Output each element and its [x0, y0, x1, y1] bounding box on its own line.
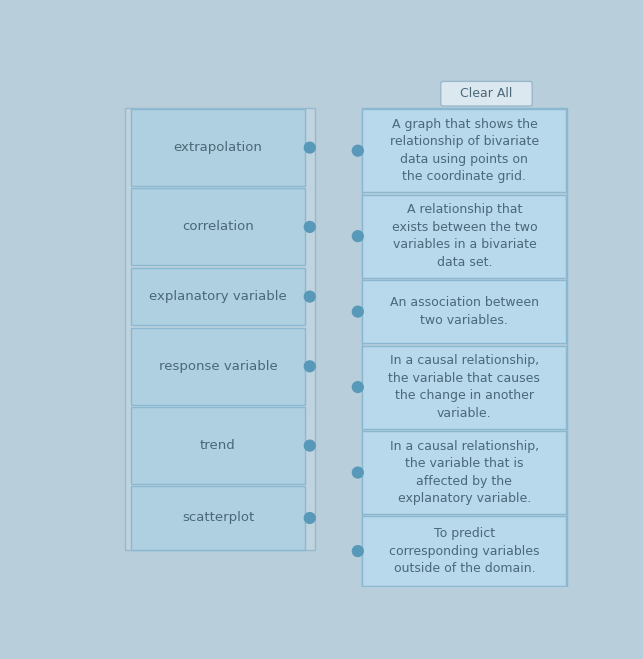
Bar: [363, 280, 566, 343]
Circle shape: [352, 467, 363, 478]
Bar: [363, 517, 566, 586]
Circle shape: [352, 145, 363, 156]
Text: correlation: correlation: [182, 220, 254, 233]
Bar: [363, 345, 566, 428]
Bar: [363, 109, 566, 192]
Text: trend: trend: [200, 439, 236, 452]
Text: Clear All: Clear All: [460, 87, 512, 100]
Bar: [131, 109, 305, 186]
Bar: [362, 108, 567, 587]
Circle shape: [304, 142, 315, 153]
Circle shape: [352, 306, 363, 317]
Text: To predict
corresponding variables
outside of the domain.: To predict corresponding variables outsi…: [389, 527, 539, 575]
Circle shape: [304, 440, 315, 451]
Text: A relationship that
exists between the two
variables in a bivariate
data set.: A relationship that exists between the t…: [392, 204, 537, 269]
Text: response variable: response variable: [159, 360, 277, 373]
Text: In a causal relationship,
the variable that is
affected by the
explanatory varia: In a causal relationship, the variable t…: [390, 440, 539, 505]
FancyBboxPatch shape: [440, 82, 532, 106]
Bar: [363, 431, 566, 514]
Bar: [131, 486, 305, 550]
Circle shape: [304, 513, 315, 523]
Text: In a causal relationship,
the variable that causes
the change in another
variabl: In a causal relationship, the variable t…: [388, 355, 540, 420]
Circle shape: [304, 291, 315, 302]
Bar: [131, 328, 305, 405]
Circle shape: [352, 382, 363, 393]
Circle shape: [304, 221, 315, 233]
Bar: [363, 194, 566, 277]
Bar: [131, 268, 305, 326]
Bar: [125, 108, 315, 550]
Text: scatterplot: scatterplot: [182, 511, 254, 525]
Circle shape: [304, 361, 315, 372]
Bar: [131, 407, 305, 484]
Circle shape: [352, 546, 363, 556]
Text: explanatory variable: explanatory variable: [149, 290, 287, 303]
Bar: [131, 188, 305, 266]
Circle shape: [352, 231, 363, 242]
Text: extrapolation: extrapolation: [174, 141, 262, 154]
Text: An association between
two variables.: An association between two variables.: [390, 297, 539, 327]
Text: A graph that shows the
relationship of bivariate
data using points on
the coordi: A graph that shows the relationship of b…: [390, 118, 539, 183]
